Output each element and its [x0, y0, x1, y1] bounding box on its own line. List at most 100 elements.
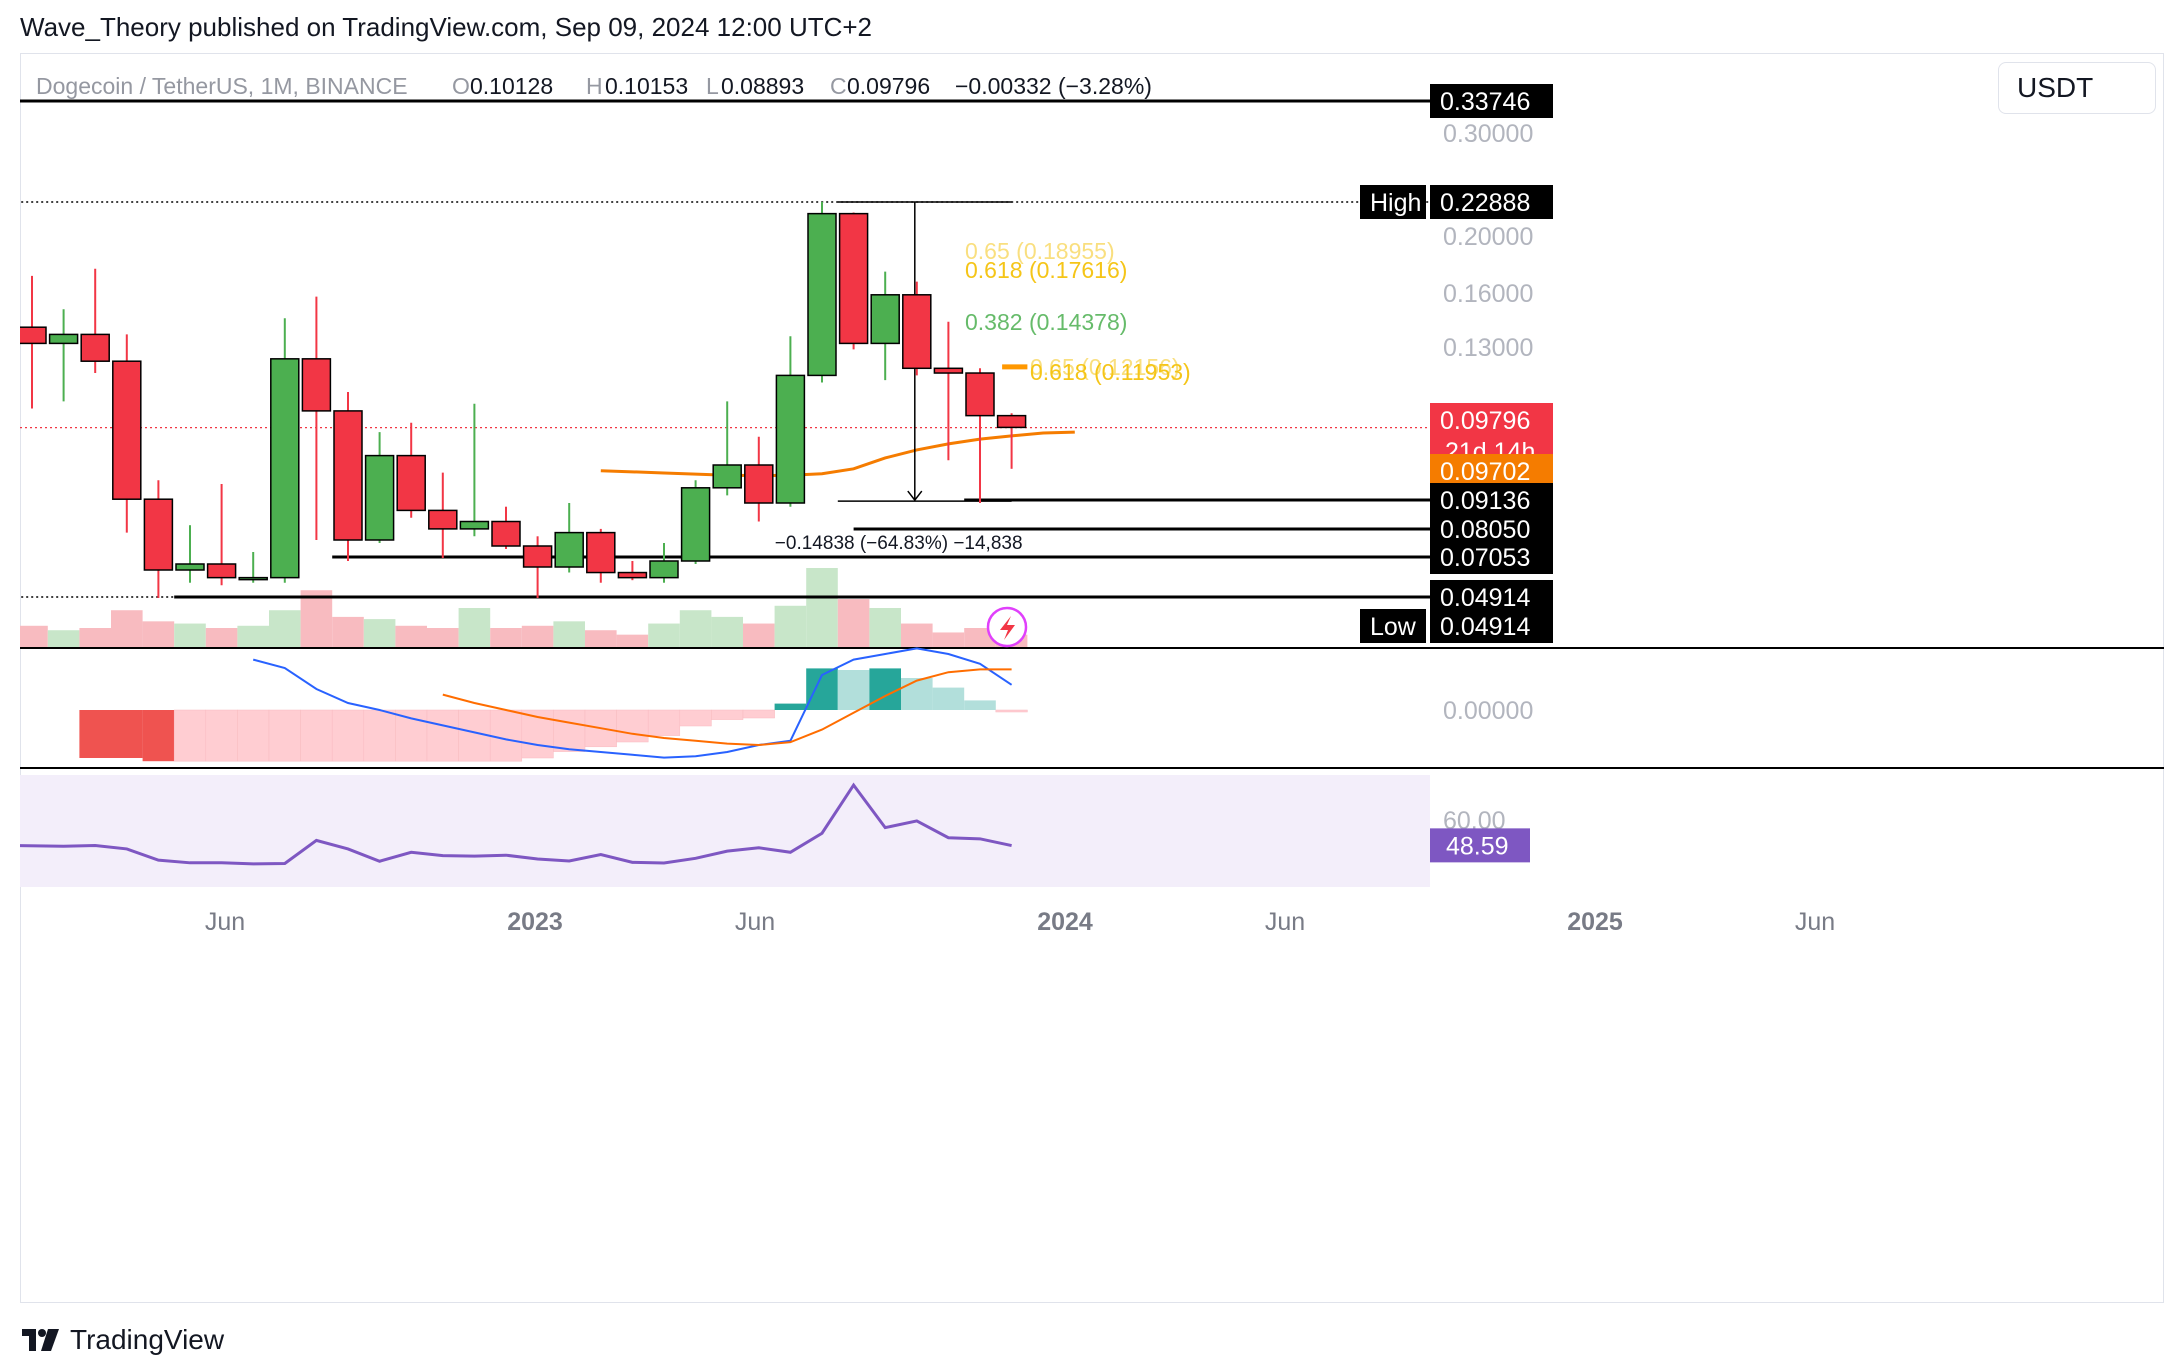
price-label-bg: [1430, 580, 1553, 614]
price-tag: High: [1370, 189, 1421, 217]
volume-bar: [205, 628, 238, 648]
x-tick-label: Jun: [1265, 908, 1305, 936]
candles-layer: [20, 201, 1027, 598]
candle-body: [143, 498, 174, 571]
measure-arrowhead: [907, 490, 923, 502]
footer-brand: TradingView: [70, 1324, 225, 1355]
x-tick-label: Jun: [735, 908, 775, 936]
candle-body: [838, 212, 869, 345]
candle-body: [744, 464, 774, 504]
volume-bar: [427, 628, 459, 648]
volume-bar: [111, 610, 143, 648]
volume-bar: [869, 608, 901, 648]
x-tick-label: Jun: [1795, 908, 1835, 936]
macd-histogram-bar: [300, 709, 333, 762]
candle-body: [586, 531, 616, 574]
macd-zero-label: 0.00000: [1443, 697, 1533, 725]
macd-histogram-bar: [142, 710, 175, 762]
x-tick-label: 2023: [507, 908, 563, 936]
macd-line: [252, 647, 1013, 759]
signal-line: [442, 668, 1012, 747]
x-tick-label: Jun: [205, 908, 245, 936]
y-tick-label: 0.30000: [1443, 120, 1533, 148]
price-label: 0.09136: [1440, 487, 1530, 515]
volume-layer: [20, 568, 1028, 648]
macd-histogram-bar: [901, 678, 933, 710]
volume-bar: [174, 623, 206, 648]
candle-body: [554, 531, 584, 568]
x-tick-label: 2025: [1567, 908, 1623, 936]
legend-l-label: L: [706, 73, 719, 99]
legend-change: −0.00332 (−3.28%): [955, 73, 1152, 99]
volume-bar: [585, 630, 617, 648]
macd-histogram-bar: [331, 709, 365, 762]
y-tick-label: 0.13000: [1443, 334, 1533, 362]
volume-bar: [648, 623, 680, 648]
price-axis: 0.30000 0.20000 0.16000 0.13000: [1443, 120, 1533, 362]
macd-histogram-bar: [363, 709, 396, 762]
candle-body: [617, 571, 648, 579]
candle-body: [333, 410, 363, 541]
ema-line: [600, 430, 1075, 478]
candle-body: [428, 509, 458, 530]
volume-bar: [20, 625, 48, 648]
rsi-band: [20, 775, 1430, 887]
candle-body: [491, 520, 521, 547]
candle-body: [270, 358, 300, 579]
macd-histogram-bar: [964, 700, 996, 710]
candle-body: [649, 560, 679, 579]
legend-c-value: 0.09796: [847, 73, 930, 99]
candle-body: [80, 333, 110, 362]
fib-label: 0.382 (0.14378): [965, 309, 1127, 335]
measure-label: −0.14838 (−64.83%) −14,838: [775, 533, 1023, 554]
volume-bar: [395, 625, 427, 648]
volume-bar: [743, 623, 775, 648]
alert-icon[interactable]: [986, 606, 1028, 648]
macd-histogram-bar: [205, 709, 238, 762]
price-label: 0.07053: [1440, 544, 1530, 572]
volume-bar: [490, 628, 522, 648]
macd-histogram-bar: [837, 670, 870, 710]
candle-body: [396, 454, 426, 512]
macd-histogram-bar: [79, 710, 111, 758]
macd-histogram-bar: [742, 709, 775, 719]
volume-bar: [553, 621, 585, 648]
candle-body: [902, 294, 932, 370]
candle-body: [238, 576, 268, 581]
legend-l-value: 0.08893: [721, 73, 804, 99]
macd-histogram-bar: [237, 709, 270, 762]
tradingview-logo[interactable]: TradingView: [22, 1320, 224, 1360]
candle-body: [870, 294, 900, 345]
volume-bar: [806, 568, 838, 648]
macd-histogram-bar: [679, 709, 712, 727]
candle-body: [20, 326, 47, 345]
rsi-line: [20, 782, 1012, 866]
macd-histogram-bar: [932, 687, 965, 710]
fib-label: 0.618 (0.17616): [965, 257, 1127, 283]
volume-bar: [679, 610, 712, 648]
legend-symbol: Dogecoin / TetherUS, 1M, BINANCE: [36, 73, 408, 99]
candle-body: [807, 212, 837, 377]
volume-bar: [901, 623, 933, 648]
candle-body: [522, 545, 553, 568]
chart-svg[interactable]: −0.14838 (−64.83%) −14,838 0.65 (0.18955…: [20, 53, 2164, 1303]
volume-bar: [300, 590, 333, 648]
x-tick-label: 2024: [1037, 908, 1093, 936]
volume-bar: [521, 625, 554, 648]
rsi-current-label: 48.59: [1446, 832, 1509, 860]
rsi-current-bg: [1430, 828, 1530, 863]
currency-selector[interactable]: USDT: [1998, 62, 2156, 114]
macd-histogram-bar: [774, 703, 807, 710]
volume-bar: [616, 634, 649, 648]
candle-body: [712, 464, 742, 489]
volume-bar: [269, 610, 301, 648]
candle-body: [48, 333, 79, 345]
price-label-bg: [1430, 185, 1553, 219]
candle-body: [364, 454, 395, 541]
price-label: 0.04914: [1440, 584, 1530, 612]
volume-bar: [837, 599, 870, 648]
price-label: 0.33746: [1440, 88, 1530, 116]
legend-h-value: 0.10153: [605, 73, 688, 99]
fib-labels: 0.65 (0.18955)0.618 (0.17616) 0.382 (0.14…: [965, 238, 1191, 385]
